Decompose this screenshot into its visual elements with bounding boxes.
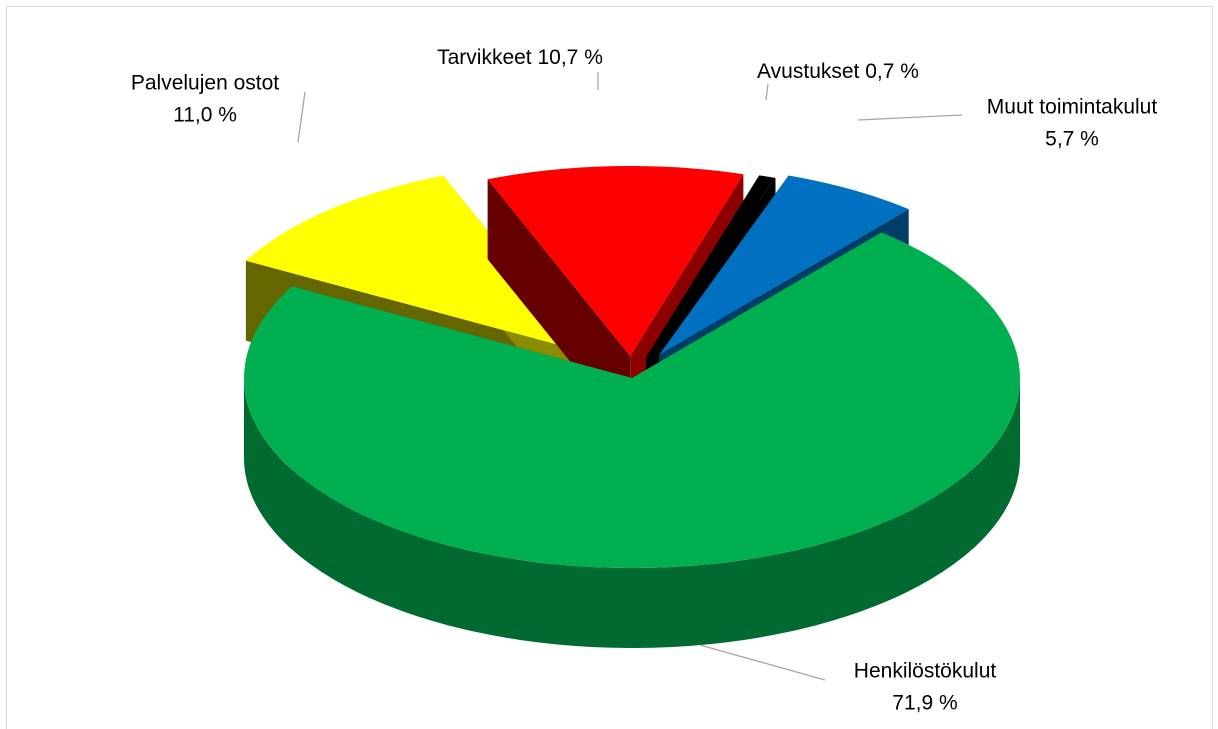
slice-top [659, 175, 909, 355]
slice-top [243, 232, 1020, 569]
data-label-name: Henkilöstökulut [854, 660, 997, 683]
slice-outer-wall [244, 378, 1020, 648]
data-label-value: 11,0 % [173, 104, 237, 127]
slice [243, 232, 1020, 648]
leader-line [765, 83, 769, 101]
data-label-name: Avustukset [757, 60, 859, 83]
leader-line [857, 114, 963, 121]
leader-line [699, 644, 826, 681]
data-label: Avustukset 0,7 % [757, 60, 919, 83]
data-label-value: 71,9 % [892, 692, 957, 715]
data-label-name: Palvelujen ostot [131, 72, 279, 95]
data-label-name: Tarvikkeet [437, 46, 532, 69]
data-label-value: 5,7 % [1045, 128, 1099, 151]
data-label-name: Muut toimintakulut [987, 96, 1158, 119]
slice-top [245, 175, 586, 353]
slice-top [487, 165, 744, 356]
data-label-value: 0,7 % [865, 60, 919, 83]
slice-top [646, 175, 776, 358]
data-label-value: 10,7 % [537, 46, 602, 69]
data-label: Tarvikkeet 10,7 % [437, 46, 603, 69]
leader-line [297, 91, 306, 143]
